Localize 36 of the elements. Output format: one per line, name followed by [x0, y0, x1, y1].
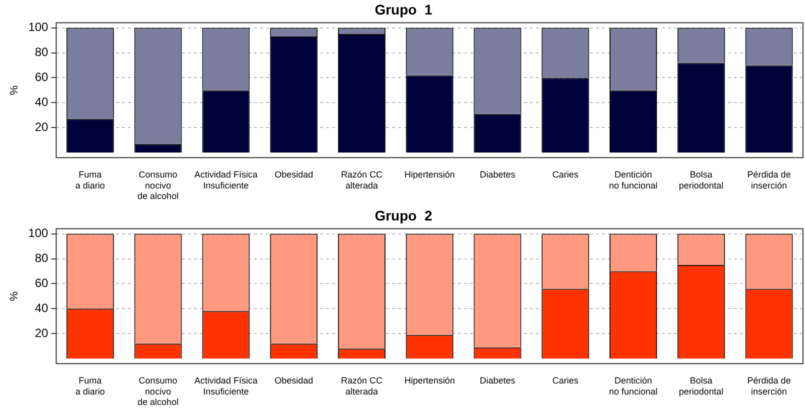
x-tick-label: Fuma a diario: [75, 169, 105, 190]
x-tick-label: Razón CC alterada: [340, 375, 383, 396]
y-tick-label: 100: [28, 226, 49, 240]
x-tick-label: Bolsa periodontal: [678, 375, 724, 396]
y-axis-title: %: [8, 291, 21, 302]
y-tick-label: 80: [34, 45, 49, 60]
y-tick-label: 20: [34, 120, 49, 134]
x-tick-label: Consumo nocivo de alcohol: [138, 375, 179, 408]
y-tick-label: 60: [34, 70, 49, 84]
y-tick-label: 20: [34, 326, 49, 340]
y-tick-label: 40: [34, 300, 49, 315]
x-tick-label: Caries: [552, 169, 579, 180]
x-tick-label: Diabetes: [480, 169, 516, 180]
x-tick-label: Actividad Física Insuficiente: [194, 169, 258, 190]
y-axis-title: %: [8, 85, 21, 96]
x-tick-label: Pérdida de inserción: [747, 169, 791, 190]
x-tick-label: Hipertensión: [404, 169, 455, 180]
x-tick-label: Hipertensión: [404, 375, 455, 386]
chart-title: Grupo 2: [374, 207, 432, 224]
x-tick-label: Obesidad: [274, 375, 314, 386]
y-tick-label: 100: [28, 20, 49, 34]
x-tick-label: Consumo nocivo de alcohol: [138, 169, 179, 202]
x-tick-label: Dentición no funcional: [609, 375, 658, 396]
x-tick-label: Actividad Física Insuficiente: [194, 375, 258, 396]
x-tick-label: Diabetes: [480, 375, 516, 386]
x-tick-label: Obesidad: [274, 169, 314, 180]
x-tick-label: Caries: [552, 375, 579, 386]
y-tick-label: 60: [34, 276, 49, 290]
x-tick-label: Razón CC alterada: [340, 169, 383, 190]
x-tick-label: Dentición no funcional: [609, 169, 658, 190]
y-tick-label: 80: [34, 251, 49, 266]
x-tick-label: Pérdida de inserción: [747, 375, 791, 396]
y-tick-label: 40: [34, 94, 49, 109]
x-tick-label: Fuma a diario: [75, 375, 105, 396]
x-tick-label: Bolsa periodontal: [678, 169, 724, 190]
chart-title: Grupo 1: [374, 1, 432, 18]
